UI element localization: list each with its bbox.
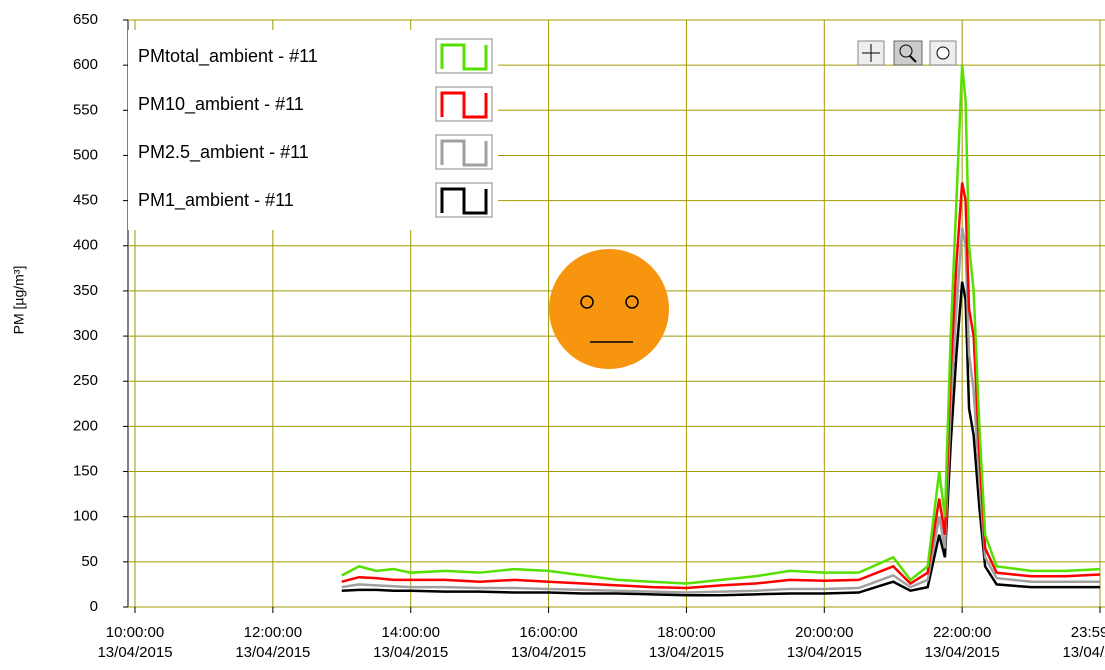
y-tick-label: 500	[73, 146, 98, 163]
series-line	[341, 182, 1101, 590]
y-tick-label: 50	[81, 553, 98, 570]
face	[549, 249, 669, 369]
icon	[909, 55, 917, 63]
eye	[625, 295, 639, 309]
legend-icon	[440, 43, 488, 71]
legend-icon	[440, 91, 488, 119]
y-tick-label: 650	[73, 11, 98, 28]
y-tick-label: 200	[73, 417, 98, 434]
zoom-tool[interactable]	[893, 40, 923, 66]
legend-label: PMtotal_ambient - #11	[138, 46, 318, 67]
series-line	[341, 65, 1101, 585]
eye	[580, 295, 594, 309]
legend-icon	[440, 139, 488, 167]
y-tick-label: 300	[73, 327, 98, 344]
x-tick-label: 14:00:00 13/04/2015	[373, 624, 449, 661]
legend-label: PM10_ambient - #11	[138, 94, 304, 115]
y-tick-label: 250	[73, 372, 98, 389]
x-tick-label: 10:00:00 13/04/2015	[97, 624, 173, 661]
x-tick-label: 20:00:00 13/04/2015	[786, 624, 862, 661]
y-tick-label: 350	[73, 282, 98, 299]
x-tick-label: 18:00:00 13/04/2015	[648, 624, 724, 661]
y-tick-label: 150	[73, 463, 98, 480]
legend-icon	[440, 187, 488, 215]
y-tick-label: 400	[73, 237, 98, 254]
lines	[341, 65, 1101, 597]
y-axis-label: PM [µg/m³]	[11, 266, 27, 335]
x-tick-label: 23:59:59 13/04/2015	[1062, 624, 1105, 661]
x-tick-label: 16:00:00 13/04/2015	[511, 624, 587, 661]
x-tick-label: 22:00:00 13/04/2015	[924, 624, 1000, 661]
pan-tool[interactable]	[929, 40, 957, 66]
y-tick-label: 0	[90, 598, 98, 615]
legend: PMtotal_ambient - #11 PM10_ambient - #11 P…	[128, 30, 498, 230]
y-tick-label: 100	[73, 508, 98, 525]
y-tick-label: 550	[73, 101, 98, 118]
icon	[899, 44, 913, 58]
y-tick-label: 600	[73, 56, 98, 73]
icon	[936, 46, 950, 60]
legend-label: PM1_ambient - #11	[138, 190, 294, 211]
y-tick-label: 450	[73, 192, 98, 209]
x-tick-label: 12:00:00 13/04/2015	[235, 624, 311, 661]
series-line	[341, 281, 1100, 597]
series-line	[341, 227, 1100, 594]
grid: 0 50 100 150 200 250 300 350 400 450 500 550 600 650	[73, 11, 1105, 615]
toolbar	[857, 40, 957, 66]
legend-label: PM2.5_ambient - #11	[138, 142, 309, 163]
face-icon	[549, 249, 669, 369]
